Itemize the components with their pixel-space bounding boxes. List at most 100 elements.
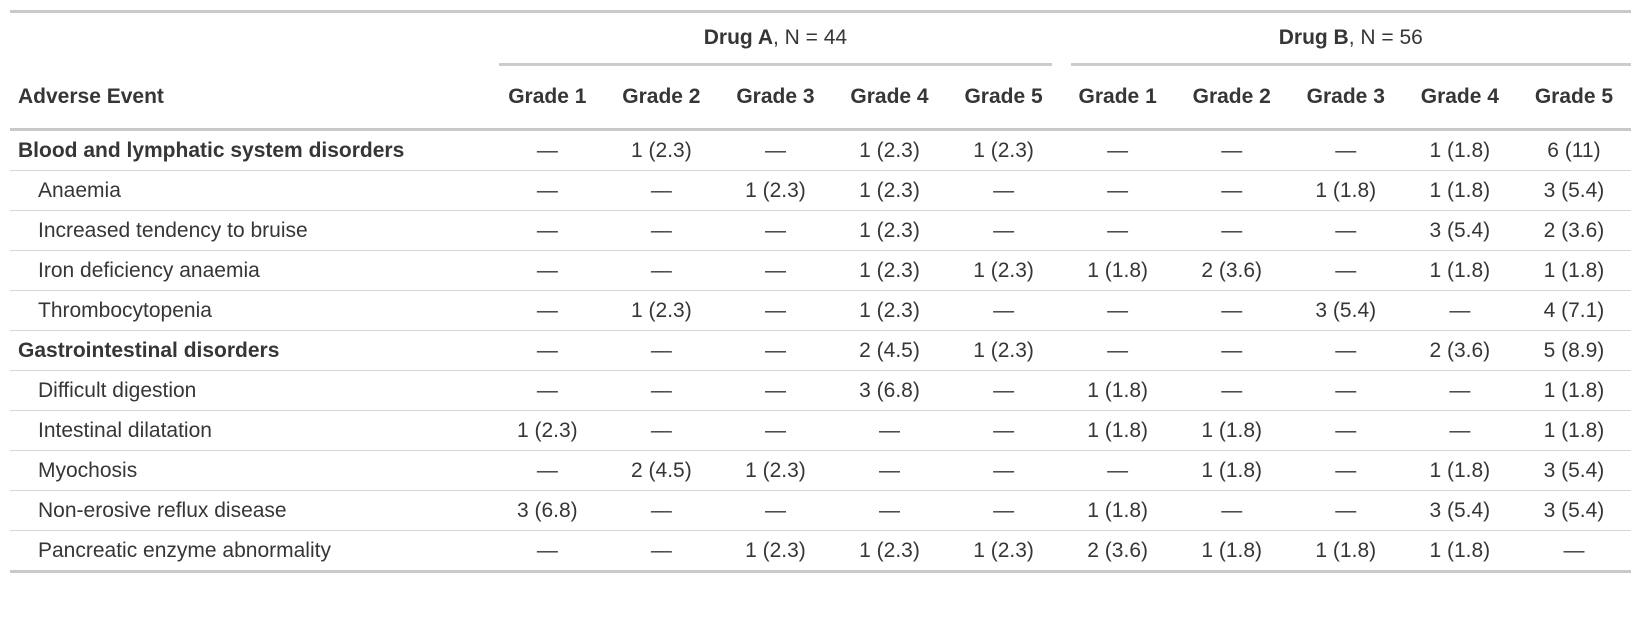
drug-b-grade-1-value: — [1060, 290, 1175, 331]
table-row: Thrombocytopenia —1 (2.3) —1 (2.3) — — —3 (5.… [10, 290, 1631, 331]
drug-b-grade-1-value: — [1060, 210, 1175, 251]
drug-b-grade-1-value: 1 (1.8) [1060, 250, 1175, 291]
drug-b-grade-3-value: — [1288, 129, 1403, 171]
drug-b-grade-4-value: 1 (1.8) [1402, 170, 1517, 211]
drug-b-grade-4-value: 2 (3.6) [1402, 330, 1517, 371]
drug-b-grade-3-value: — [1288, 450, 1403, 491]
drug-b-grade-4-value: 1 (1.8) [1402, 450, 1517, 491]
drug-a-grade-2-value: — [604, 410, 719, 451]
drug-a-grade-4-value: — [832, 410, 947, 451]
spanner-empty-cell [10, 12, 490, 67]
drug-a-grade-3-header: Grade 3 [718, 66, 833, 131]
table-row: Intestinal dilatation 1 (2.3) — — — —1 (1.8) 1… [10, 410, 1631, 451]
table-row: Increased tendency to bruise — — —1 (2.3) — —… [10, 210, 1631, 251]
drug-b-grade-1-value: 1 (1.8) [1060, 490, 1175, 531]
drug-a-grade-4-value: 2 (4.5) [832, 330, 947, 371]
drug-a-grade-4-value: 1 (2.3) [832, 129, 947, 171]
drug-a-grade-1-value: — [490, 370, 605, 411]
drug-a-grade-2-value: — [604, 330, 719, 371]
drug-spanner-row: Drug A, N = 44 Drug B, N = 56 [10, 12, 1631, 67]
drug-a-grade-1-value: — [490, 170, 605, 211]
drug-b-grade-3-value: — [1288, 250, 1403, 291]
drug-b-grade-2-value: — [1174, 370, 1289, 411]
drug-b-grade-3-value: — [1288, 410, 1403, 451]
drug-a-grade-1-value: — [536, 538, 558, 562]
drug-a-grade-1-header: Grade 1 [490, 66, 605, 131]
drug-b-grade-1-value: 1 (1.8) [1060, 370, 1175, 411]
drug-a-grade-5-value: — [946, 170, 1061, 211]
drug-a-n: , N = 44 [772, 26, 848, 49]
drug-a-spanner: Drug A, N = 44 [490, 12, 1060, 66]
adverse-event-label: Pancreatic enzyme abnormality [38, 538, 331, 562]
drug-b-grade-2-value: — [1174, 129, 1289, 171]
drug-b-grade-2-value: — [1174, 210, 1289, 251]
drug-a-grade-4-value: 1 (2.3) [832, 250, 947, 291]
drug-a-grade-2-value: — [604, 250, 719, 291]
adverse-event-label: Increased tendency to bruise [10, 210, 491, 251]
drug-a-grade-2-value: 2 (4.5) [604, 450, 719, 491]
drug-b-grade-2-header: Grade 2 [1174, 66, 1289, 131]
drug-b-grade-2-value: 1 (1.8) [1201, 538, 1263, 562]
drug-b-grade-2-value: — [1174, 490, 1289, 531]
drug-a-grade-4-value: 1 (2.3) [832, 210, 947, 251]
table-row: Blood and lymphatic system disorders —1 (… [10, 129, 1631, 171]
drug-b-name: Drug B [1278, 26, 1349, 49]
drug-b-grade-3-value: 1 (1.8) [1288, 170, 1403, 211]
drug-a-grade-5-value: — [946, 450, 1061, 491]
drug-a-grade-5-value: — [946, 490, 1061, 531]
drug-a-grade-4-value: 1 (2.3) [832, 170, 947, 211]
drug-a-grade-2-value: — [604, 370, 719, 411]
drug-b-grade-4-value: — [1402, 290, 1517, 331]
drug-a-grade-4-value: — [832, 490, 947, 531]
table-row: Iron deficiency anaemia — — —1 (2.3) 1 (2.3)… [10, 250, 1631, 291]
drug-b-grade-1-value: — [1060, 450, 1175, 491]
drug-a-grade-3-value: — [718, 129, 833, 171]
drug-b-grade-1-value: 2 (3.6) [1087, 538, 1148, 562]
drug-b-n: , N = 56 [1348, 26, 1423, 49]
drug-a-grade-2-value: — [604, 210, 719, 251]
drug-b-grade-1-value: — [1060, 330, 1175, 371]
drug-b-grade-5-value: 1 (1.8) [1516, 250, 1631, 291]
drug-b-grade-4-value: 1 (1.8) [1402, 250, 1517, 291]
drug-b-grade-5-value: 4 (7.1) [1516, 290, 1631, 331]
drug-b-grade-2-value: 1 (1.8) [1174, 450, 1289, 491]
table-row: Gastrointestinal disorders — — —2 (4.5) 1 (2… [10, 330, 1631, 371]
drug-a-grade-1-value: 3 (6.8) [490, 490, 605, 531]
drug-b-grade-5-value: 2 (3.6) [1516, 210, 1631, 251]
drug-b-grade-3-value: — [1288, 210, 1403, 251]
drug-a-grade-4-header: Grade 4 [832, 66, 947, 131]
drug-a-grade-2-value: 1 (2.3) [604, 290, 719, 331]
drug-a-grade-5-value: 1 (2.3) [946, 330, 1061, 371]
adverse-event-label: Myochosis [10, 450, 491, 491]
drug-b-grade-3-value: — [1288, 370, 1403, 411]
drug-b-grade-2-value: — [1174, 330, 1289, 371]
drug-a-grade-4-value: — [832, 450, 947, 491]
table-row: Non-erosive reflux disease 3 (6.8) — — — —1 (… [10, 490, 1631, 531]
table-row: Anaemia — —1 (2.3) 1 (2.3) — — —1 (1.8) 1 (1.8)… [10, 170, 1631, 211]
drug-a-grade-3-value: 1 (2.3) [745, 538, 806, 562]
drug-b-grade-4-value: 1 (1.8) [1402, 129, 1517, 171]
drug-b-grade-2-value: — [1174, 170, 1289, 211]
drug-a-grade-5-value: 1 (2.3) [946, 129, 1061, 171]
adverse-events-table-container: Drug A, N = 44 Drug B, N = 56 Adverse Ev… [10, 10, 1631, 573]
drug-b-grade-4-value: 3 (5.4) [1402, 210, 1517, 251]
drug-a-grade-5-value: — [946, 410, 1061, 451]
table-row: Myochosis —2 (4.5) 1 (2.3) — — —1 (1.8) —1 (1.… [10, 450, 1631, 491]
drug-a-grade-5-value: — [946, 370, 1061, 411]
drug-b-grade-5-value: 6 (11) [1516, 129, 1631, 171]
drug-a-grade-2-value: — [650, 538, 672, 562]
drug-a-grade-5-value: 1 (2.3) [946, 250, 1061, 291]
drug-a-grade-1-value: 1 (2.3) [490, 410, 605, 451]
drug-a-grade-3-value: 1 (2.3) [718, 170, 833, 211]
drug-a-grade-5-value: — [946, 210, 1061, 251]
drug-b-grade-4-value: 3 (5.4) [1402, 490, 1517, 531]
adverse-event-label: Iron deficiency anaemia [10, 250, 491, 291]
drug-a-grade-3-value: — [718, 330, 833, 371]
drug-b-grade-4-value: — [1402, 410, 1517, 451]
adverse-events-table: Drug A, N = 44 Drug B, N = 56 Adverse Ev… [10, 10, 1631, 573]
drug-b-grade-5-value: — [1563, 538, 1585, 562]
drug-a-grade-4-value: 1 (2.3) [832, 290, 947, 331]
drug-b-grade-2-value: — [1174, 290, 1289, 331]
drug-b-grade-3-value: — [1288, 490, 1403, 531]
drug-a-name: Drug A [703, 26, 773, 49]
